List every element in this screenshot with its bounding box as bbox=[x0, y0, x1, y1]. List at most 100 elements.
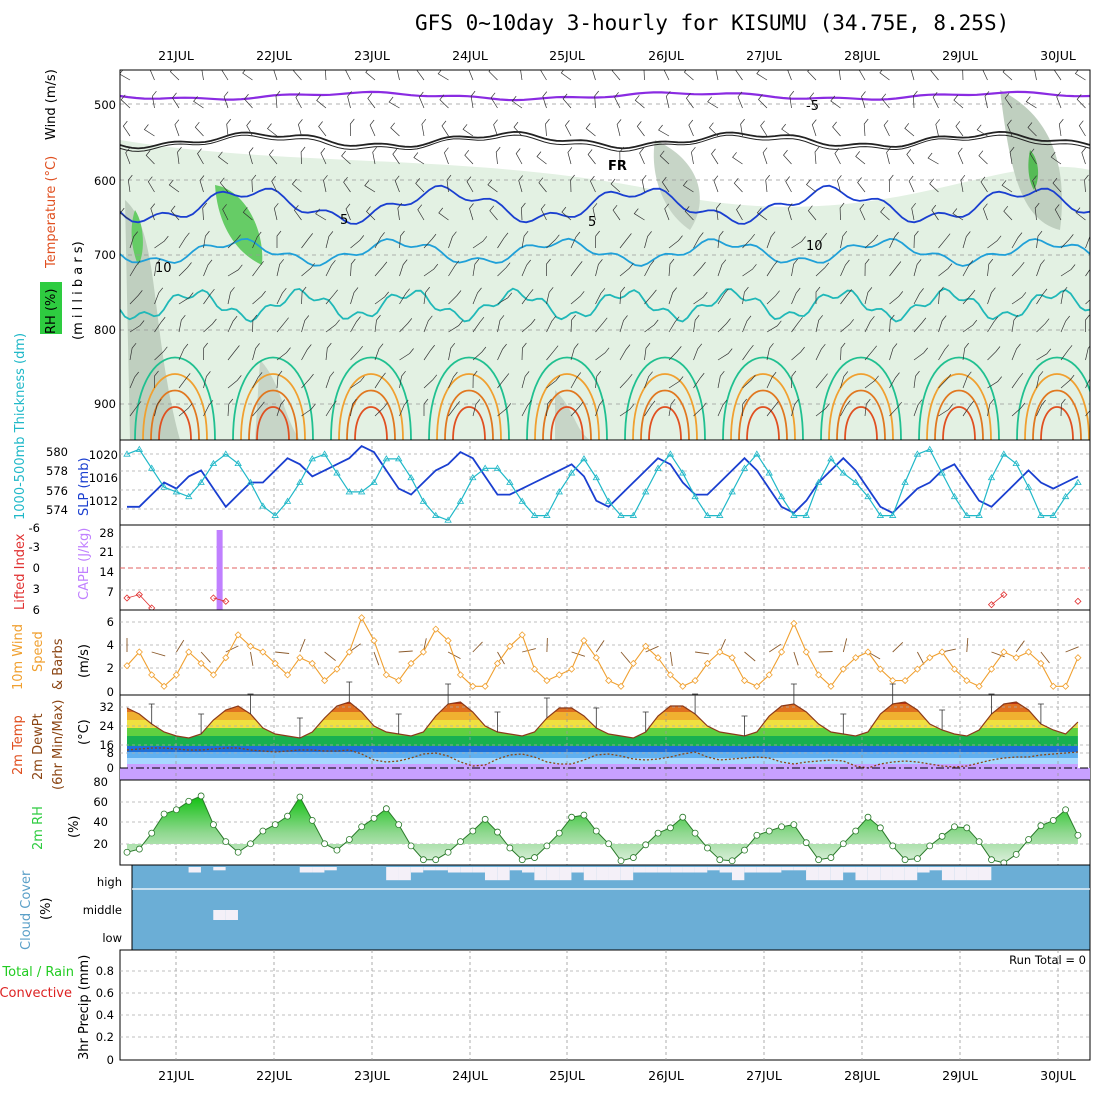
rh-band-green-1 bbox=[215, 185, 263, 265]
upper-wind-barb bbox=[217, 151, 229, 165]
thickness-point-15 bbox=[308, 455, 316, 462]
rh2m-point-31 bbox=[506, 844, 514, 852]
upper-wind-barb bbox=[740, 118, 745, 137]
wind10-point-48 bbox=[716, 648, 724, 656]
surface-isotherm-lobe-6-2 bbox=[738, 389, 788, 440]
thickness-point-18 bbox=[345, 488, 354, 495]
upper-wind-barb bbox=[644, 400, 656, 417]
upper-wind-barb bbox=[374, 402, 388, 417]
surface-isotherm-lobe-0-3 bbox=[158, 406, 192, 440]
cloud-high-gap-15 bbox=[312, 867, 325, 873]
label-10-b: 10 bbox=[806, 239, 823, 254]
wind10-panel: 6 4 2 0 10m Wind Speed & Barbs (m/s) bbox=[11, 609, 1091, 699]
upper-wind-barb bbox=[154, 399, 162, 417]
upper-wind-barb bbox=[587, 149, 596, 165]
thickness-point-58 bbox=[839, 469, 848, 476]
surface-isotherm-lobe-4-0 bbox=[526, 356, 608, 440]
rh2m-point-58 bbox=[839, 840, 847, 848]
upper-wind-barb bbox=[962, 70, 964, 81]
cloud-high-gap-41 bbox=[633, 867, 646, 873]
upper-wind-barb bbox=[658, 124, 670, 137]
upper-wind-barb bbox=[668, 398, 676, 417]
upper-wind-barb bbox=[661, 176, 670, 193]
upper-wind-barb bbox=[570, 291, 585, 305]
t-tick-32: 32 bbox=[99, 700, 114, 714]
upper-wind-barb bbox=[888, 174, 894, 193]
upper-wind-barb bbox=[203, 400, 214, 417]
wind10-point-40 bbox=[617, 682, 625, 690]
upper-wind-barb bbox=[227, 375, 242, 389]
rh2m-point-63 bbox=[901, 856, 909, 864]
thickness-point-39 bbox=[604, 497, 613, 504]
rh2m-point-65 bbox=[926, 842, 934, 850]
thickness-point-16 bbox=[320, 450, 329, 457]
surface-isotherm-lobe-5-3 bbox=[648, 406, 682, 440]
upper-wind-barb bbox=[560, 70, 572, 81]
upper-wind-barb bbox=[952, 208, 964, 221]
thickness-point-74 bbox=[1037, 511, 1045, 518]
upper-wind-barb bbox=[791, 370, 797, 389]
upper-wind-barb bbox=[987, 376, 1002, 389]
rh2m-point-66 bbox=[938, 832, 946, 840]
surface-isotherm-lobe-5-2 bbox=[640, 389, 690, 440]
upper-wind-barb bbox=[521, 318, 536, 333]
upper-wind-barb bbox=[397, 202, 403, 221]
surface-isotherm-lobe-8-3 bbox=[942, 406, 976, 440]
wind10-barb-56 bbox=[818, 651, 833, 653]
upper-wind-barb bbox=[766, 320, 782, 333]
thickness-point-9 bbox=[234, 459, 242, 467]
wind10-point-68 bbox=[963, 677, 971, 685]
rh2m-point-56 bbox=[815, 856, 822, 864]
upper-wind-barb bbox=[927, 152, 939, 165]
ylabel-cape: CAPE (J/kg) bbox=[77, 528, 92, 600]
upper-wind-barb bbox=[540, 70, 547, 81]
top-date-7: 28JUL bbox=[844, 48, 880, 63]
upper-wind-barb bbox=[1054, 204, 1062, 221]
top-date-2: 23JUL bbox=[354, 48, 390, 63]
thickness-point-40 bbox=[617, 511, 625, 518]
wind10-point-77 bbox=[1074, 654, 1082, 662]
upper-wind-barb bbox=[399, 399, 409, 417]
upper-wind-barb bbox=[562, 93, 572, 109]
upper-wind-barb bbox=[663, 70, 670, 81]
bottom-date-4: 25JUL bbox=[549, 1068, 585, 1083]
upper-wind-barb bbox=[399, 348, 414, 361]
upper-wind-barb bbox=[685, 93, 694, 109]
thickness-point-21 bbox=[382, 455, 391, 462]
wind10-point-28 bbox=[469, 682, 477, 690]
cloud-mid-gap-7 bbox=[213, 910, 226, 920]
upper-wind-barb bbox=[717, 318, 731, 333]
upper-wind-barb bbox=[154, 316, 166, 333]
cloud-high-gap-67 bbox=[954, 867, 967, 881]
rh2m-point-3 bbox=[160, 810, 168, 818]
wind10-barb-26 bbox=[447, 651, 461, 659]
upper-wind-barb bbox=[365, 70, 376, 81]
surface-isotherm-lobe-2-3 bbox=[354, 406, 388, 440]
wind10-barb-12 bbox=[275, 651, 290, 654]
isotherm-minus5 bbox=[120, 90, 1090, 102]
cloud-mid-gap-8 bbox=[225, 910, 238, 920]
cloud-high-gap-68 bbox=[966, 867, 979, 881]
upper-wind-barb bbox=[717, 259, 727, 277]
cloud-high-gap-16 bbox=[324, 867, 337, 871]
upper-wind-barb bbox=[276, 287, 287, 305]
wind10-point-11 bbox=[259, 648, 267, 656]
cloud-high-gap-29 bbox=[484, 867, 498, 881]
li-point-6 bbox=[1000, 591, 1008, 599]
upper-wind-barb bbox=[693, 402, 707, 417]
rh2m-point-29 bbox=[481, 815, 489, 823]
wind10-point-19 bbox=[358, 614, 366, 622]
upper-wind-barb bbox=[1085, 409, 1090, 417]
thickness-point-35 bbox=[555, 488, 563, 495]
surface-isotherm-lobe-0-0 bbox=[134, 356, 216, 440]
upper-wind-barb bbox=[595, 259, 603, 277]
upper-wind-barb bbox=[783, 149, 792, 165]
rh2m-point-45 bbox=[679, 813, 687, 821]
upper-wind-barb bbox=[962, 289, 976, 305]
upper-wind-barb bbox=[619, 315, 628, 333]
temp-band-3 bbox=[127, 746, 1078, 752]
upper-wind-barb bbox=[987, 346, 1001, 361]
thickness-point-41 bbox=[629, 511, 638, 518]
cloud-high-gap-36 bbox=[571, 867, 584, 873]
rh2m-point-19 bbox=[358, 823, 366, 831]
